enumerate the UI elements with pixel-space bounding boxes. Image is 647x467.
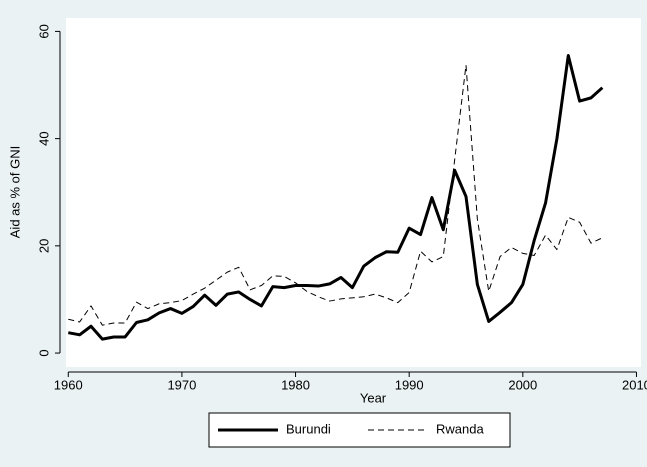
x-tick-label: 2010 [622, 377, 647, 392]
y-tick-label: 40 [36, 131, 51, 145]
y-tick-label: 20 [36, 239, 51, 253]
plot-area [66, 18, 641, 367]
x-tick-label: 1960 [54, 377, 83, 392]
y-tick-label: 0 [36, 349, 51, 356]
legend-label: Rwanda [436, 421, 484, 436]
x-tick-label: 1970 [167, 377, 196, 392]
series-line [68, 64, 603, 326]
x-tick-label: 2000 [508, 377, 537, 392]
x-tick-label: 1980 [281, 377, 310, 392]
y-axis-title: Aid as % of GNI [7, 146, 22, 238]
legend-label: Burundi [286, 421, 331, 436]
y-tick-label: 60 [36, 24, 51, 38]
x-tick-label: 1990 [395, 377, 424, 392]
series-line [67, 54, 604, 341]
x-axis-title: Year [360, 390, 387, 405]
